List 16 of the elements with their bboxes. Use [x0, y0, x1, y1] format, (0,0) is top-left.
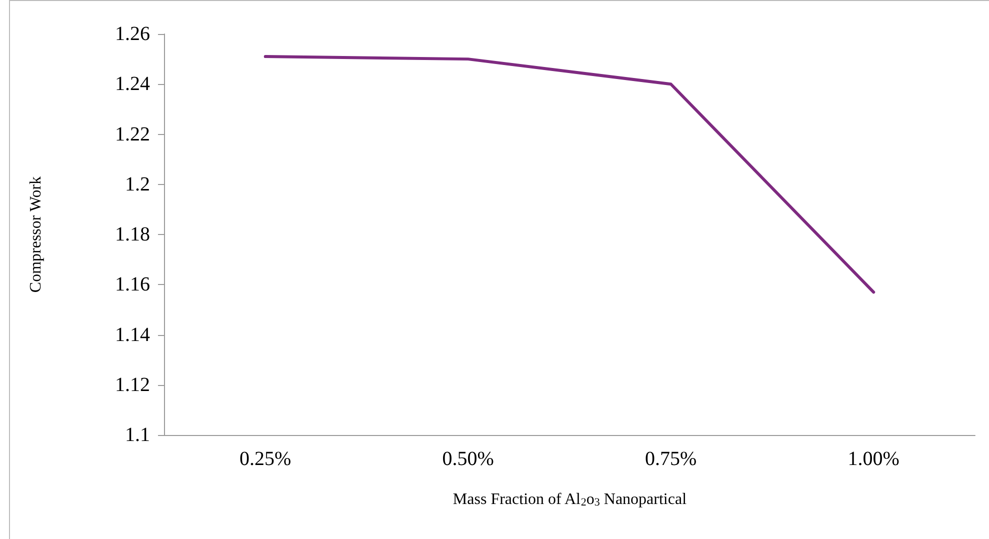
- y-tick-label: 1.2: [125, 173, 150, 196]
- y-tick-label: 1.18: [115, 224, 150, 246]
- x-axis-title: Mass Fraction of Al2o3 Nanopartical: [452, 491, 688, 508]
- y-tick-label: 1.24: [115, 73, 150, 96]
- x-tick-label: 0.25%: [240, 448, 292, 470]
- y-tick-label: 1.1: [125, 424, 150, 446]
- x-tick-label: 1.00%: [848, 448, 900, 470]
- y-axis-title: Compressor Work: [28, 176, 44, 293]
- y-tick-label: 1.22: [115, 123, 150, 146]
- y-tick-label: 1.14: [115, 324, 150, 346]
- x-tick-label: 0.50%: [442, 448, 494, 470]
- line-series: [264, 55, 876, 294]
- y-tick-label: 1.26: [115, 23, 150, 45]
- y-tick-label: 1.16: [115, 274, 150, 296]
- y-tick-label: 1.12: [115, 374, 150, 396]
- x-tick-label: 0.75%: [645, 448, 697, 470]
